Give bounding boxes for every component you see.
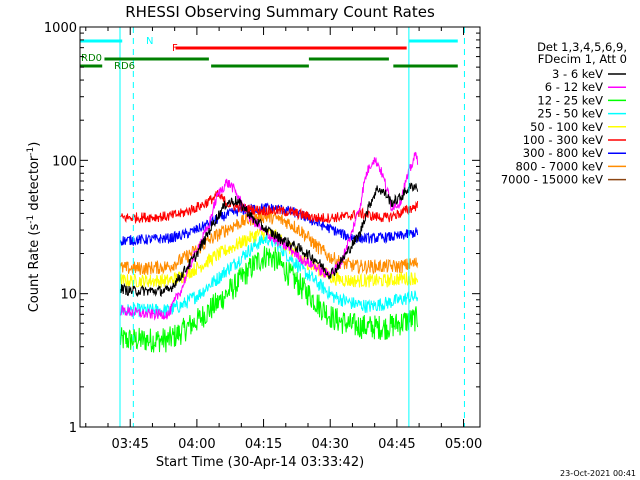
legend-label-6: 300 - 800 keV [523, 146, 603, 160]
chart-title: RHESSI Observing Summary Count Rates [125, 3, 435, 21]
series-line-2 [119, 246, 419, 353]
x-tick-label-3: 04:30 [311, 437, 348, 452]
plot-frame [79, 26, 481, 428]
y-axis-label-part2: detector [27, 155, 42, 215]
series-line-0 [119, 182, 419, 298]
legend-header-line2: FDecim 1, Att 0 [538, 52, 627, 66]
x-axis: 03:45 04:00 04:15 04:30 04:45 05:00 [85, 27, 482, 452]
series-line-5 [119, 190, 419, 225]
y-tick-label-2: 100 [52, 154, 77, 169]
y-tick-label-3: 1000 [44, 21, 77, 36]
legend: Det 1,3,4,5,6,9, FDecim 1, Att 0 3 - 6 k… [501, 40, 627, 187]
status-bar-label-n: N [146, 36, 153, 47]
x-tick-label-5: 05:00 [445, 437, 482, 452]
legend-label-3: 25 - 50 keV [537, 107, 603, 121]
y-axis-label-part1: Count Rate (s [27, 224, 42, 313]
x-axis-label: Start Time (30-Apr-14 03:33:42) [156, 455, 364, 470]
x-tick-label-1: 04:00 [178, 437, 215, 452]
legend-label-4: 50 - 100 keV [530, 120, 603, 134]
legend-label-8: 7000 - 15000 keV [501, 173, 603, 187]
plot-series-layer [119, 151, 419, 353]
legend-label-0: 3 - 6 keV [552, 67, 603, 81]
status-bar-layer: N F RD0 RD6 [80, 36, 458, 72]
x-tick-label-0: 03:45 [111, 437, 148, 452]
y-tick-label-1: 10 [60, 288, 77, 303]
status-bar-label-rd0: RD0 [81, 53, 102, 64]
legend-label-1: 6 - 12 keV [545, 80, 603, 94]
footer-date: 23-Oct-2021 00:41 [560, 469, 636, 478]
status-bar-label-rd6: RD6 [114, 61, 135, 72]
y-axis-label-part3: ) [27, 142, 42, 147]
gap-marker-layer [119, 27, 465, 427]
legend-label-7: 800 - 7000 keV [515, 159, 603, 173]
y-axis: 1 10 100 1000 [44, 21, 480, 436]
y-axis-label: Count Rate (s-1 detector-1) [26, 142, 42, 313]
y-tick-label-0: 1 [69, 421, 77, 436]
y-axis-label-sup1: -1 [26, 215, 36, 224]
x-tick-label-2: 04:15 [245, 437, 282, 452]
legend-label-5: 100 - 300 keV [523, 133, 603, 147]
series-line-1 [119, 151, 419, 321]
legend-label-2: 12 - 25 keV [537, 93, 603, 107]
y-axis-label-sup2: -1 [26, 147, 36, 156]
legend-header-line1: Det 1,3,4,5,6,9, [537, 40, 627, 54]
x-tick-label-4: 04:45 [378, 437, 415, 452]
status-bar-label-f: F [172, 43, 178, 54]
